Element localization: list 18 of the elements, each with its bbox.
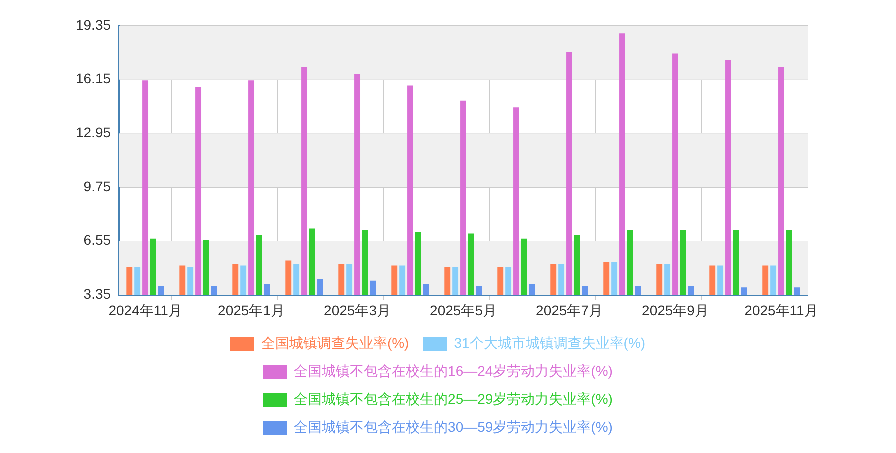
x-tick-label: 2025年5月: [430, 302, 497, 318]
y-tick-label: 19.35: [76, 16, 112, 33]
x-tick-label: 2025年3月: [324, 302, 391, 318]
x-tick-label: 2025年9月: [642, 302, 709, 318]
y-tick-label: 3.35: [84, 286, 112, 302]
x-tick-label: 2025年11月: [744, 302, 818, 318]
x-tick-label: 2025年1月: [218, 302, 285, 318]
legend-label: 全国城镇不包含在校生的25—29岁劳动力失业率(%): [294, 390, 613, 407]
y-tick-label: 12.95: [76, 124, 112, 141]
legend-label: 全国城镇不包含在校生的16—24岁劳动力失业率(%): [294, 362, 613, 379]
y-tick-label: 16.15: [76, 70, 112, 87]
legend-label: 全国城镇不包含在校生的30—59岁劳动力失业率(%): [294, 418, 613, 435]
legend-label: 全国城镇调查失业率(%): [261, 334, 410, 351]
x-tick-label: 2025年7月: [536, 302, 603, 318]
x-tick-label: 2024年11月: [108, 302, 182, 318]
y-tick-label: 9.75: [84, 178, 112, 194]
y-tick-label: 6.55: [84, 232, 112, 248]
legend-label: 31个大城市城镇调查失业率(%): [454, 334, 646, 351]
